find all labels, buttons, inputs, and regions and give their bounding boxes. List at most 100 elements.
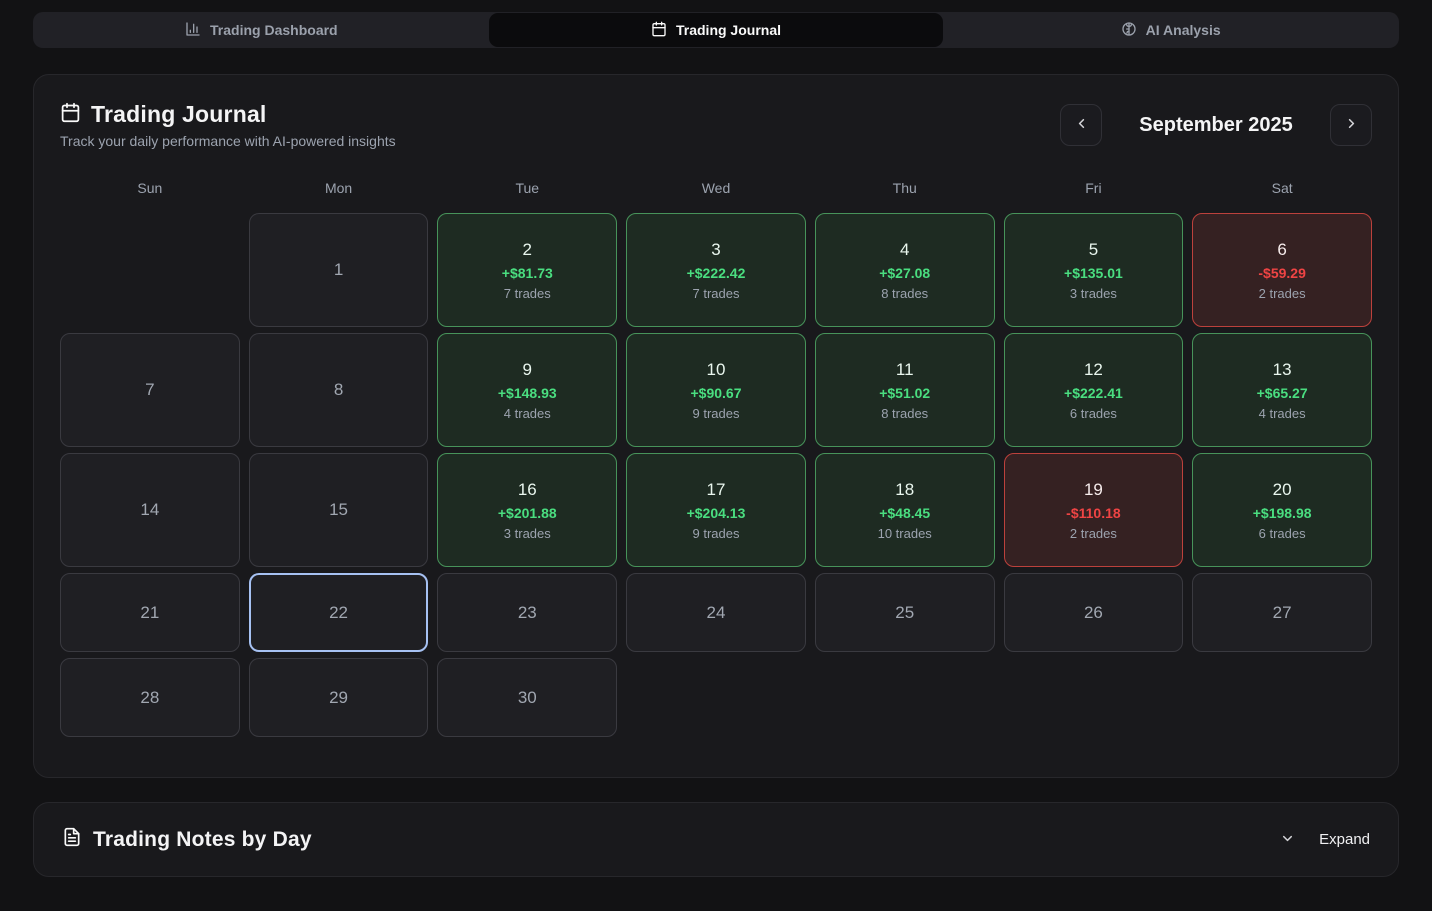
expand-button[interactable]: Expand [1280, 831, 1370, 849]
day-number: 22 [329, 602, 349, 622]
brain-icon [1121, 21, 1137, 40]
day-pnl: +$81.73 [501, 264, 553, 281]
day-pnl: +$198.98 [1252, 504, 1312, 521]
day-number: 24 [706, 602, 726, 622]
calendar-grid: 1 2 +$81.73 7 trades 3 +$222.42 7 trades 4 +$27.… [60, 213, 1372, 737]
day-trade-count: 2 trades [1258, 285, 1306, 301]
tab-label: AI Analysis [1145, 22, 1221, 38]
page-title: Trading Journal [91, 101, 267, 127]
day-trade-count: 9 trades [692, 525, 740, 541]
day-pnl: +$204.13 [686, 504, 746, 521]
day-cell-22[interactable]: 22 [248, 573, 429, 652]
day-cell-16[interactable]: 16 +$201.88 3 trades [437, 453, 618, 567]
weekday-label: Mon [324, 180, 353, 196]
day-number: 13 [1272, 359, 1292, 379]
day-cell-19[interactable]: 19 -$110.18 2 trades [1003, 453, 1184, 567]
day-trade-count: 8 trades [881, 405, 929, 421]
tab-trading-journal[interactable]: Trading Journal [488, 13, 944, 47]
day-trade-count: 7 trades [692, 285, 740, 301]
day-pnl: +$222.42 [686, 264, 746, 281]
day-cell-11[interactable]: 11 +$51.02 8 trades [814, 333, 995, 447]
weekday-label: Tue [515, 180, 540, 196]
day-number: 12 [1083, 359, 1103, 379]
day-number: 18 [895, 479, 915, 499]
day-trade-count: 9 trades [692, 405, 740, 421]
day-trade-count: 3 trades [1069, 285, 1117, 301]
day-cell-21[interactable]: 21 [60, 573, 240, 652]
day-pnl: +$51.02 [879, 384, 931, 401]
day-cell-5[interactable]: 5 +$135.01 3 trades [1003, 213, 1184, 327]
day-number: 28 [140, 687, 160, 707]
file-text-icon [62, 827, 82, 852]
notes-title: Trading Notes by Day [93, 827, 312, 851]
expand-label: Expand [1319, 831, 1370, 848]
day-pnl: +$27.08 [879, 264, 931, 281]
day-trade-count: 8 trades [881, 285, 929, 301]
day-cell-3[interactable]: 3 +$222.42 7 trades [626, 213, 806, 327]
day-pnl: +$222.41 [1064, 384, 1123, 401]
next-month-button[interactable] [1330, 104, 1372, 146]
day-cell-17[interactable]: 17 +$204.13 9 trades [626, 453, 806, 567]
day-cell-23[interactable]: 23 [437, 573, 618, 652]
month-label: September 2025 [1139, 113, 1293, 136]
day-cell-10[interactable]: 10 +$90.67 9 trades [626, 333, 806, 447]
prev-month-button[interactable] [1060, 104, 1102, 146]
day-number: 26 [1083, 602, 1103, 622]
trading-app-page: Trading Dashboard Trading Journal AI Ana… [0, 12, 1432, 911]
day-number: 10 [706, 359, 726, 379]
day-cell-4[interactable]: 4 +$27.08 8 trades [814, 213, 995, 327]
day-cell-29[interactable]: 29 [248, 658, 429, 737]
weekday-label: Sat [1271, 180, 1293, 196]
month-navigation: September 2025 [1060, 104, 1372, 146]
day-cell-15[interactable]: 15 [248, 453, 429, 567]
day-cell-9[interactable]: 9 +$148.93 4 trades [437, 333, 618, 447]
day-pnl: +$201.88 [497, 504, 557, 521]
trading-notes-card: Trading Notes by Day Expand [33, 802, 1399, 877]
day-cell-30[interactable]: 30 [437, 658, 618, 737]
day-cell-12[interactable]: 12 +$222.41 6 trades [1003, 333, 1184, 447]
day-cell-27[interactable]: 27 [1192, 573, 1372, 652]
day-cell-18[interactable]: 18 +$48.45 10 trades [814, 453, 995, 567]
top-nav: Trading Dashboard Trading Journal AI Ana… [33, 12, 1399, 48]
day-cell-13[interactable]: 13 +$65.27 4 trades [1192, 333, 1372, 447]
chevron-down-icon [1280, 831, 1295, 849]
day-cell-24[interactable]: 24 [626, 573, 806, 652]
day-cell-1[interactable]: 1 [248, 213, 429, 327]
tab-trading-dashboard[interactable]: Trading Dashboard [34, 13, 489, 47]
day-cell-6[interactable]: 6 -$59.29 2 trades [1192, 213, 1372, 327]
day-cell-28[interactable]: 28 [60, 658, 240, 737]
chevron-left-icon [1074, 116, 1089, 134]
day-trade-count: 4 trades [503, 405, 551, 421]
weekday-label: Wed [701, 180, 731, 196]
day-pnl: -$59.29 [1258, 264, 1306, 281]
day-pnl: +$90.67 [690, 384, 742, 401]
day-number: 17 [706, 479, 726, 499]
day-cell-25[interactable]: 25 [814, 573, 995, 652]
day-number: 19 [1083, 479, 1103, 499]
day-number: 14 [140, 500, 160, 519]
tab-ai-analysis[interactable]: AI Analysis [943, 13, 1398, 47]
weekday-header-row: Sun Mon Tue Wed Thu Fri Sat [60, 180, 1372, 196]
day-trade-count: 10 trades [877, 525, 932, 541]
day-number: 7 [145, 380, 155, 399]
day-trade-count: 3 trades [503, 525, 551, 541]
day-pnl: +$148.93 [497, 384, 557, 401]
page-subtitle: Track your daily performance with AI-pow… [60, 133, 396, 149]
calendar-icon [651, 21, 667, 40]
day-number: 11 [895, 359, 914, 379]
weekday-label: Sun [137, 180, 163, 196]
calendar-empty-slot [60, 213, 240, 327]
day-number: 30 [517, 687, 537, 707]
day-cell-7[interactable]: 7 [60, 333, 240, 447]
day-cell-26[interactable]: 26 [1003, 573, 1184, 652]
day-number: 29 [329, 687, 349, 707]
day-cell-14[interactable]: 14 [60, 453, 240, 567]
day-cell-2[interactable]: 2 +$81.73 7 trades [437, 213, 618, 327]
notes-title-row: Trading Notes by Day [62, 827, 312, 852]
day-pnl: +$65.27 [1256, 384, 1308, 401]
day-cell-20[interactable]: 20 +$198.98 6 trades [1192, 453, 1372, 567]
day-number: 15 [329, 500, 349, 519]
day-cell-8[interactable]: 8 [248, 333, 429, 447]
day-number: 9 [522, 359, 533, 379]
weekday-label: Fri [1085, 180, 1102, 196]
